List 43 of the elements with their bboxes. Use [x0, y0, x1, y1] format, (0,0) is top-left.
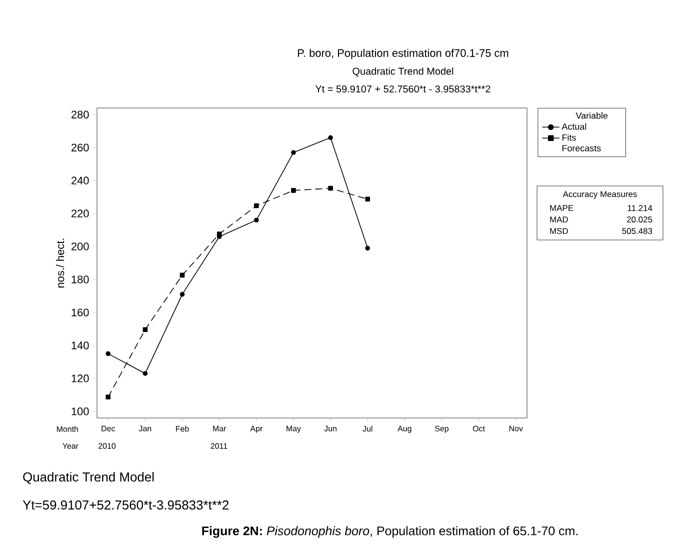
y-tick-label: 260	[72, 144, 89, 152]
legend-label: Actual	[562, 123, 586, 130]
point	[254, 218, 259, 223]
point	[365, 196, 370, 202]
chart-title: P. boro, Population estimation of70.1-75 cm	[298, 48, 508, 60]
text: Quadratic Trend Model	[23, 472, 154, 484]
point	[142, 327, 148, 332]
y-tick-label: 240	[72, 176, 89, 184]
text: 11.214	[628, 205, 652, 211]
y-tick-label: 280	[72, 110, 89, 118]
point	[180, 272, 185, 278]
text: Accuracy Measures	[562, 191, 637, 199]
point	[216, 232, 222, 236]
y-tick-label: 220	[72, 210, 89, 218]
chart-subtitle: Quadratic Trend Model	[352, 67, 454, 77]
text: MAPE	[550, 205, 574, 211]
point	[106, 351, 111, 356]
y-tick-label: 140	[72, 342, 89, 350]
point	[254, 203, 259, 208]
point	[180, 292, 185, 297]
text: MSD	[550, 228, 568, 234]
legend-label: Fits	[562, 134, 576, 141]
y-tick-label: 180	[72, 276, 89, 284]
point	[291, 188, 296, 193]
point	[328, 186, 333, 191]
point	[142, 371, 148, 376]
text: MAD	[550, 216, 568, 222]
point	[328, 135, 333, 140]
y-tick-label: 160	[72, 308, 89, 316]
text: 20.025	[627, 216, 652, 222]
legend-title: Variable	[576, 112, 608, 119]
text: Yt = 59.9107 + 52.7560*t - 3.95833*t**2	[315, 85, 490, 93]
y-axis-title: nos./ hect.	[56, 238, 64, 288]
text: 505.483	[622, 228, 652, 234]
text: Yt=59.9107+52.7560*t-3.95833*t**2	[22, 500, 229, 510]
y-tick-label: 100	[72, 408, 89, 416]
y-tick-label: 120	[72, 374, 89, 382]
point	[291, 150, 296, 155]
point	[365, 246, 370, 251]
point	[106, 394, 111, 400]
text: Forecasts	[562, 145, 601, 152]
text: Figure 2N: Pisodonophis boro, Population estimation of 65.1-70 cm.	[202, 526, 578, 538]
y-tick-label: 200	[72, 242, 89, 250]
